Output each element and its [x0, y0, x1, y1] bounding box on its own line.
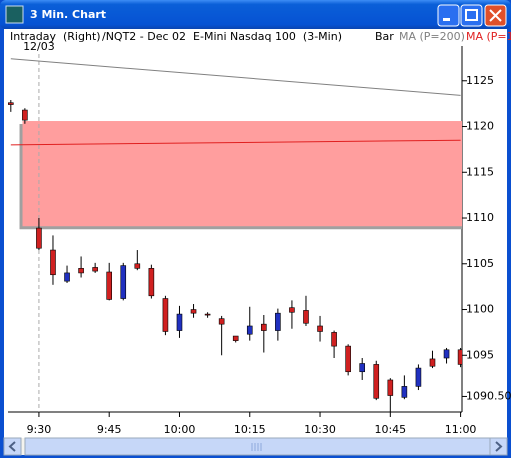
y-tick-label: 1095	[466, 348, 494, 361]
x-tick-label: 11:00	[445, 423, 477, 436]
moving-average-line	[10, 139, 461, 146]
session-label: 12/03	[23, 40, 55, 53]
header-mode: Intraday	[10, 30, 57, 43]
candle-body	[204, 313, 211, 316]
horizontal-scrollbar[interactable]	[3, 437, 508, 456]
y-tick-label: 1090.50	[466, 389, 511, 402]
candle-body	[373, 364, 380, 399]
candle-body	[176, 313, 183, 331]
y-tick-label: 1120	[466, 120, 494, 133]
header-symbol: /NQT2 - Dec 02 E-Mini Nasdaq 100 (3-Min)	[102, 30, 342, 43]
candle-body	[78, 268, 84, 274]
title-bar[interactable]	[0, 0, 511, 29]
y-tick-label: 1115	[466, 165, 494, 178]
candle-body	[50, 249, 56, 276]
x-tick-label: 9:30	[27, 423, 52, 436]
candle-body	[64, 272, 70, 282]
x-tick-label: 10:30	[304, 423, 336, 436]
candle-body	[289, 307, 295, 313]
candle-body	[317, 325, 323, 332]
moving-average-line	[10, 58, 461, 96]
price-zone	[22, 121, 462, 227]
y-tick-label: 1125	[466, 74, 494, 87]
candle-body	[275, 312, 281, 331]
candle-body	[190, 309, 197, 314]
candle-body	[429, 358, 436, 367]
x-tick-label: 10:15	[234, 423, 266, 436]
candle-body	[415, 367, 422, 387]
candle-body	[218, 318, 225, 325]
y-tick-label: 1105	[466, 257, 494, 270]
legend-entry: MA (P=1	[466, 30, 511, 43]
candle-body	[457, 349, 462, 365]
window-title: 3 Min. Chart	[30, 8, 106, 21]
header-style: Bar	[375, 30, 394, 43]
candle-body	[92, 267, 98, 272]
x-tick-label: 9:45	[97, 423, 122, 436]
candle-body	[120, 265, 127, 299]
candle-body	[22, 109, 28, 121]
minimize-button[interactable]	[437, 4, 460, 27]
candle-body	[148, 268, 155, 297]
candle-body	[401, 386, 408, 398]
candle-body	[246, 325, 253, 335]
candle-body	[232, 335, 239, 341]
candle-body	[359, 363, 366, 373]
candle-body	[106, 271, 113, 300]
candle-body	[443, 349, 450, 359]
candle-body	[345, 345, 351, 373]
candle-body	[134, 263, 141, 269]
x-tick-label: 10:45	[374, 423, 406, 436]
app-icon[interactable]	[5, 5, 24, 24]
candle-body	[36, 227, 42, 249]
candle-body	[261, 323, 267, 331]
y-tick-label: 1110	[466, 211, 494, 224]
candle-body	[331, 332, 337, 347]
legend-entry: MA (P=200)	[399, 30, 465, 43]
candle-body	[387, 379, 394, 396]
maximize-button[interactable]	[460, 4, 483, 27]
candle-body	[303, 310, 309, 324]
candle-body	[162, 298, 169, 332]
x-tick-label: 10:00	[164, 423, 196, 436]
y-tick-label: 1100	[466, 303, 494, 316]
header-axis-side: (Right)	[63, 30, 101, 43]
close-button[interactable]	[484, 4, 507, 27]
candle-body	[8, 102, 14, 105]
